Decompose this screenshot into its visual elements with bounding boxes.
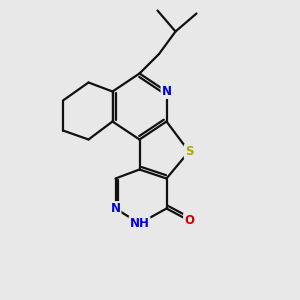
Text: N: N [161,85,172,98]
Text: N: N [110,202,121,215]
Text: NH: NH [130,217,149,230]
Text: S: S [185,145,193,158]
Text: O: O [184,214,194,227]
